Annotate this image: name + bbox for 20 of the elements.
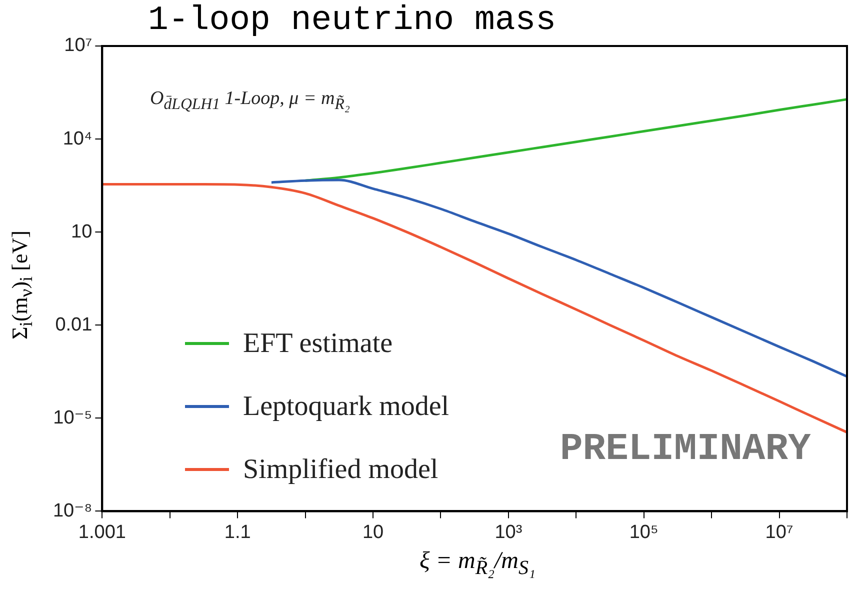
x-tick-label: 1.001 <box>78 522 126 543</box>
annotation: PRELIMINARY <box>560 428 811 471</box>
legend-label: EFT estimate <box>243 328 393 360</box>
x-tick-label: 10⁷ <box>765 522 794 543</box>
y-tick-label: 10 <box>71 221 92 242</box>
chart-title: 1-loop neutrino mass <box>148 2 556 40</box>
y-tick-label: 10⁻⁵ <box>53 407 92 428</box>
x-tick-label: 1.1 <box>224 522 251 543</box>
x-axis-title: ξ = m$_{R̃₂}$/m$_{S₁}$ <box>418 548 536 580</box>
annotation: O$_{d̄LQLH1}$ 1-Loop, μ = m$_{R̃₂}$ <box>150 88 350 114</box>
y-tick-label: 10⁷ <box>64 35 92 56</box>
x-tick-label: 10³ <box>494 522 522 543</box>
y-tick-label: 10⁻⁸ <box>52 500 92 522</box>
y-tick-label: 10⁴ <box>62 128 92 150</box>
x-tick-label: 10⁵ <box>629 522 658 543</box>
legend-label: Leptoquark model <box>243 390 450 422</box>
y-tick-label: 0.01 <box>55 314 92 336</box>
legend-label: Simplified model <box>243 454 438 486</box>
x-tick-label: 10 <box>362 522 384 543</box>
line-series <box>100 183 848 434</box>
